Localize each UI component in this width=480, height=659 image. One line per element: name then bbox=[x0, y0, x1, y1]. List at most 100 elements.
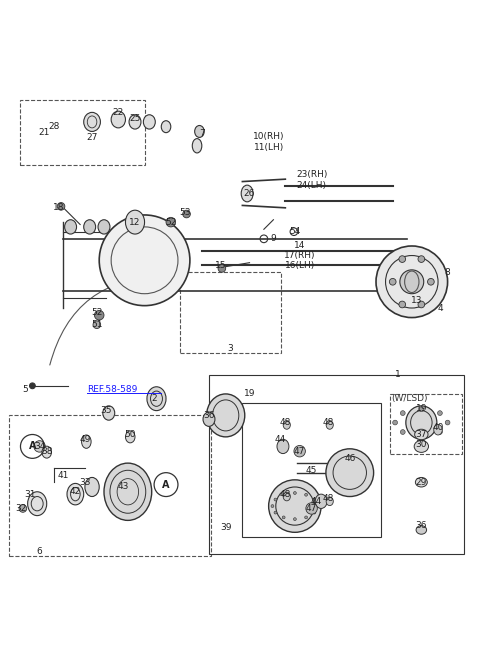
Text: 51: 51 bbox=[91, 320, 103, 330]
Circle shape bbox=[293, 492, 296, 494]
Ellipse shape bbox=[241, 185, 253, 202]
Ellipse shape bbox=[277, 440, 289, 453]
Text: 24(LH): 24(LH) bbox=[297, 181, 326, 190]
Text: 19: 19 bbox=[416, 404, 427, 413]
Text: 36: 36 bbox=[203, 411, 215, 420]
Text: 54: 54 bbox=[289, 227, 300, 236]
Text: (W/LSD): (W/LSD) bbox=[391, 394, 428, 403]
Ellipse shape bbox=[65, 219, 76, 234]
Circle shape bbox=[274, 511, 277, 514]
Ellipse shape bbox=[195, 125, 204, 138]
Text: 3: 3 bbox=[228, 344, 233, 353]
Text: 10(RH): 10(RH) bbox=[253, 132, 284, 141]
Circle shape bbox=[294, 445, 305, 457]
Text: 16(LH): 16(LH) bbox=[285, 260, 315, 270]
Text: 21: 21 bbox=[39, 129, 50, 137]
Text: 23(RH): 23(RH) bbox=[296, 170, 327, 179]
Circle shape bbox=[400, 270, 424, 294]
Circle shape bbox=[393, 420, 397, 425]
Ellipse shape bbox=[416, 526, 427, 534]
Circle shape bbox=[306, 503, 317, 514]
Circle shape bbox=[34, 441, 45, 452]
Ellipse shape bbox=[82, 435, 91, 448]
Ellipse shape bbox=[203, 412, 215, 426]
Ellipse shape bbox=[326, 420, 333, 429]
Text: 45: 45 bbox=[306, 466, 317, 474]
Circle shape bbox=[183, 210, 191, 218]
Text: 13: 13 bbox=[411, 297, 422, 305]
Circle shape bbox=[400, 411, 405, 415]
Ellipse shape bbox=[99, 215, 190, 306]
Circle shape bbox=[399, 256, 406, 262]
Bar bbox=[209, 375, 464, 554]
Text: 53: 53 bbox=[180, 208, 191, 217]
Text: 18: 18 bbox=[53, 204, 64, 212]
Text: 48: 48 bbox=[323, 494, 334, 503]
Text: 47: 47 bbox=[306, 504, 317, 513]
Ellipse shape bbox=[84, 219, 96, 234]
Circle shape bbox=[305, 516, 308, 519]
Circle shape bbox=[313, 498, 316, 501]
Text: 32: 32 bbox=[15, 504, 26, 513]
Ellipse shape bbox=[206, 394, 245, 437]
Text: REF.58-589: REF.58-589 bbox=[87, 385, 138, 393]
Circle shape bbox=[419, 434, 424, 438]
Text: 33: 33 bbox=[79, 478, 91, 487]
Ellipse shape bbox=[147, 387, 166, 411]
Ellipse shape bbox=[415, 429, 428, 440]
Text: 28: 28 bbox=[48, 122, 60, 131]
Text: 39: 39 bbox=[220, 523, 231, 532]
Circle shape bbox=[293, 518, 296, 521]
Ellipse shape bbox=[326, 497, 333, 505]
Text: 17(RH): 17(RH) bbox=[284, 251, 315, 260]
Circle shape bbox=[218, 265, 226, 272]
Text: 14: 14 bbox=[294, 241, 305, 250]
Ellipse shape bbox=[104, 463, 152, 521]
Text: 11(LH): 11(LH) bbox=[253, 143, 284, 152]
Text: 4: 4 bbox=[438, 304, 443, 312]
Text: 26: 26 bbox=[244, 189, 255, 198]
Text: 52: 52 bbox=[165, 217, 177, 227]
Text: 25: 25 bbox=[129, 114, 141, 123]
Ellipse shape bbox=[161, 121, 171, 132]
Circle shape bbox=[400, 430, 405, 434]
Circle shape bbox=[95, 310, 104, 320]
Ellipse shape bbox=[315, 494, 327, 509]
Text: 49: 49 bbox=[79, 435, 91, 444]
Text: 48: 48 bbox=[280, 418, 291, 427]
Text: 35: 35 bbox=[101, 406, 112, 415]
Text: 7: 7 bbox=[199, 129, 204, 138]
Text: 34: 34 bbox=[34, 442, 45, 451]
Ellipse shape bbox=[85, 477, 99, 496]
Ellipse shape bbox=[28, 492, 47, 515]
Ellipse shape bbox=[129, 115, 141, 129]
Ellipse shape bbox=[283, 492, 290, 501]
Ellipse shape bbox=[111, 111, 125, 128]
Text: 6: 6 bbox=[36, 547, 42, 556]
Text: 36: 36 bbox=[416, 521, 427, 530]
Text: 19: 19 bbox=[244, 389, 255, 399]
Text: 46: 46 bbox=[344, 454, 356, 463]
Circle shape bbox=[282, 516, 285, 519]
Circle shape bbox=[271, 505, 274, 507]
Text: 2: 2 bbox=[151, 394, 157, 403]
Circle shape bbox=[274, 498, 277, 501]
Circle shape bbox=[166, 217, 176, 227]
Text: 37: 37 bbox=[416, 430, 427, 439]
Circle shape bbox=[30, 383, 35, 389]
Text: A: A bbox=[162, 480, 170, 490]
Ellipse shape bbox=[42, 446, 51, 458]
Ellipse shape bbox=[192, 138, 202, 153]
Circle shape bbox=[418, 301, 425, 308]
Text: 22: 22 bbox=[113, 108, 124, 117]
Circle shape bbox=[437, 430, 442, 434]
Circle shape bbox=[445, 420, 450, 425]
Circle shape bbox=[93, 321, 101, 329]
Text: 40: 40 bbox=[432, 423, 444, 432]
Ellipse shape bbox=[283, 420, 290, 429]
Text: 48: 48 bbox=[323, 418, 334, 427]
Text: A: A bbox=[29, 442, 36, 451]
Text: 47: 47 bbox=[294, 447, 305, 455]
Circle shape bbox=[326, 449, 373, 496]
Circle shape bbox=[399, 301, 406, 308]
